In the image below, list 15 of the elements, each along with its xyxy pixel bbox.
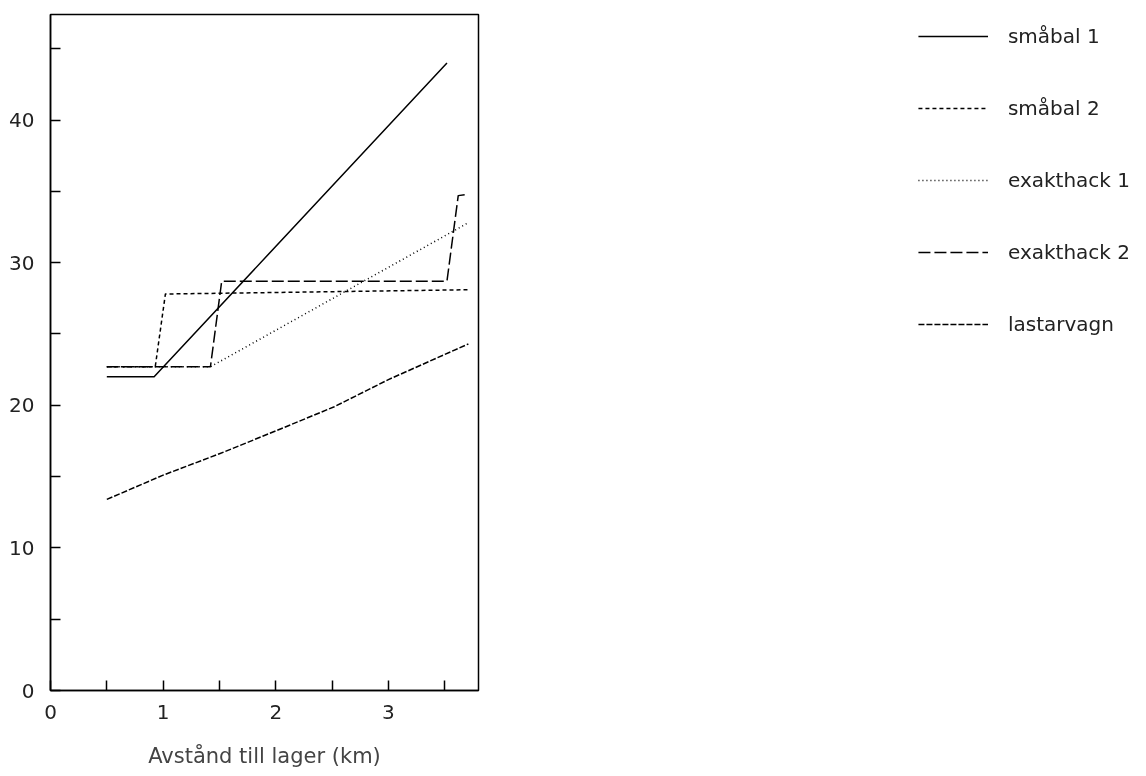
y-tick-label: 30 [9,250,35,275]
legend-label: exakthack 2 [1007,240,1130,264]
y-tick-label: 10 [9,535,35,560]
legend-label: lastarvagn [1007,312,1114,336]
x-tick-label: 0 [44,699,57,724]
x-tick-label: 3 [382,699,395,724]
legend-label: småbal 2 [1007,96,1100,120]
x-axis-title: Avstånd till lager (km) [148,742,381,768]
legend-label: exakthack 1 [1007,168,1130,192]
legend-label: småbal 1 [1007,24,1100,48]
y-tick-label: 40 [9,108,35,133]
x-tick-label: 2 [269,699,283,724]
y-tick-label: 0 [21,678,35,703]
x-tick-label: 1 [156,699,170,724]
y-tick-label: 20 [9,393,35,418]
